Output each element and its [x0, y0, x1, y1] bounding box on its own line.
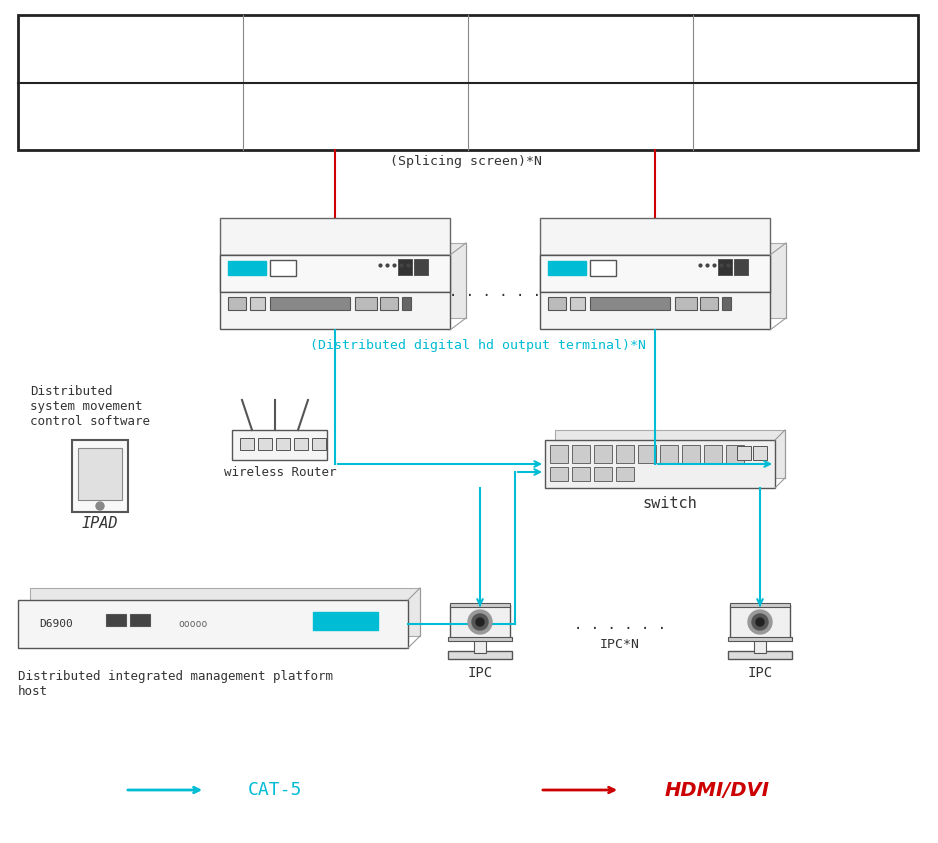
Text: (Splicing screen)*N: (Splicing screen)*N — [390, 155, 542, 169]
Bar — [72, 440, 128, 512]
Bar — [730, 605, 790, 639]
Text: CAT-5: CAT-5 — [248, 781, 302, 799]
Circle shape — [476, 618, 484, 626]
Bar — [726, 445, 744, 463]
Circle shape — [96, 502, 104, 510]
Bar — [616, 467, 634, 481]
Text: . . . . . .: . . . . . . — [449, 285, 541, 299]
Circle shape — [748, 610, 772, 634]
Text: switch: switch — [643, 497, 697, 512]
Text: IPAD: IPAD — [82, 517, 118, 531]
Bar — [270, 260, 296, 276]
Text: IPC: IPC — [467, 666, 492, 680]
Bar — [236, 243, 466, 318]
Text: HDMI/DVI: HDMI/DVI — [665, 781, 770, 799]
Bar — [250, 297, 265, 310]
Bar — [228, 297, 246, 310]
Bar — [753, 446, 767, 460]
Bar — [540, 255, 770, 292]
Bar — [312, 438, 326, 450]
Bar — [718, 259, 732, 275]
Text: wireless Router: wireless Router — [224, 465, 336, 479]
Bar — [556, 243, 786, 318]
Bar — [638, 445, 656, 463]
Bar — [448, 637, 512, 641]
Bar — [540, 218, 770, 255]
Circle shape — [468, 610, 492, 634]
Text: IPC: IPC — [748, 666, 773, 680]
Bar — [18, 600, 408, 648]
Bar — [540, 255, 770, 292]
Bar — [700, 297, 718, 310]
Bar — [240, 438, 254, 450]
Bar — [728, 651, 792, 659]
Bar — [474, 637, 486, 653]
Text: Distributed integrated management platform
host: Distributed integrated management platfo… — [18, 670, 333, 698]
Bar — [313, 612, 378, 630]
Bar — [220, 292, 450, 329]
Bar — [294, 438, 308, 450]
Bar — [450, 605, 510, 639]
Bar — [258, 438, 272, 450]
Bar — [450, 603, 510, 607]
Bar — [355, 297, 377, 310]
Bar — [675, 297, 697, 310]
Bar — [220, 255, 450, 292]
Bar — [616, 445, 634, 463]
Bar — [550, 467, 568, 481]
Bar — [414, 259, 428, 275]
Bar — [682, 445, 700, 463]
Bar — [30, 588, 420, 636]
Bar — [106, 614, 126, 626]
Bar — [228, 261, 266, 275]
Bar — [555, 430, 785, 478]
Bar — [590, 260, 616, 276]
Text: Distributed
system movement
control software: Distributed system movement control soft… — [30, 385, 150, 428]
Bar — [220, 218, 450, 255]
Circle shape — [756, 618, 764, 626]
Bar — [728, 637, 792, 641]
Bar — [550, 445, 568, 463]
Bar — [270, 297, 350, 310]
Bar — [276, 438, 290, 450]
Bar — [548, 297, 566, 310]
Bar — [402, 297, 411, 310]
Bar — [545, 440, 775, 488]
Bar — [220, 255, 450, 292]
Bar — [18, 15, 918, 150]
Bar — [232, 430, 327, 460]
Bar — [722, 297, 731, 310]
Bar — [660, 445, 678, 463]
Bar — [730, 603, 790, 607]
Bar — [448, 651, 512, 659]
Text: ooooo: ooooo — [178, 619, 207, 629]
Bar — [572, 445, 590, 463]
Bar — [590, 297, 670, 310]
Bar — [704, 445, 722, 463]
Circle shape — [752, 614, 768, 630]
Bar — [380, 297, 398, 310]
Bar — [398, 259, 412, 275]
Text: . . . . . .: . . . . . . — [574, 618, 666, 632]
Bar — [737, 446, 751, 460]
Bar — [754, 637, 766, 653]
Bar — [572, 467, 590, 481]
Text: D6900: D6900 — [39, 619, 73, 629]
Bar — [130, 614, 150, 626]
Bar — [540, 292, 770, 329]
Bar — [78, 448, 122, 500]
Bar — [594, 445, 612, 463]
Bar — [548, 261, 586, 275]
Circle shape — [472, 614, 488, 630]
Text: (Distributed digital hd output terminal)*N: (Distributed digital hd output terminal)… — [310, 339, 646, 352]
Bar — [594, 467, 612, 481]
Bar — [734, 259, 748, 275]
Bar — [570, 297, 585, 310]
Text: IPC*N: IPC*N — [600, 638, 640, 652]
